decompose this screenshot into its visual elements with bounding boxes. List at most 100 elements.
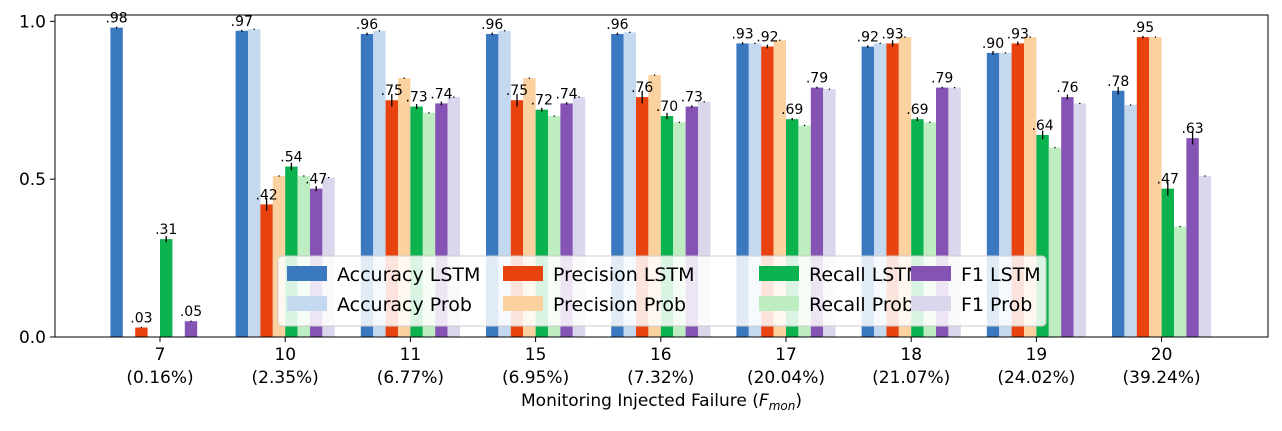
data-label: .69: [781, 102, 803, 118]
bar: [1198, 176, 1212, 337]
data-label: .79: [931, 71, 953, 87]
bar: [1136, 37, 1150, 338]
legend-swatch: [503, 266, 543, 281]
x-axis: 7 (0.16%) 10 (2.35%) 11 (6.77%) 15 (6.95%) 16 (7.…: [126, 337, 1201, 388]
data-label: .75: [381, 83, 403, 99]
data-label: .79: [806, 71, 828, 87]
legend-swatch: [759, 296, 799, 311]
bar: [1161, 188, 1174, 337]
bar: [235, 30, 248, 338]
error-bars-layer: [115, 26, 1206, 329]
bar: [1174, 226, 1187, 337]
data-label: .97: [231, 14, 253, 30]
data-label: .69: [906, 102, 928, 118]
y-axis: 0.0 0.5 1.0: [19, 12, 55, 348]
data-label: .54: [280, 150, 302, 166]
bar: [1061, 97, 1074, 337]
legend-label: Precision LSTM: [553, 264, 694, 286]
x-tick-sublabel: (20.04%): [747, 368, 825, 388]
bar: [135, 327, 148, 337]
x-tick-sublabel: (7.32%): [627, 368, 694, 388]
data-label: .93: [1007, 26, 1029, 42]
legend-label: Accuracy Prob: [337, 294, 472, 316]
x-tick-sublabel: (6.95%): [502, 368, 569, 388]
data-label: .78: [1107, 74, 1129, 90]
legend-swatch: [911, 296, 951, 311]
bar: [248, 29, 261, 338]
plot-frame: [54, 14, 1269, 338]
x-tick-label: 17: [775, 345, 797, 365]
data-label: .96: [356, 17, 378, 33]
data-label: .74: [430, 86, 452, 102]
data-label: .72: [531, 93, 553, 109]
data-label: .47: [1157, 172, 1179, 188]
x-tick-label: 16: [650, 345, 672, 365]
x-tick-sublabel: (39.24%): [1123, 368, 1201, 388]
x-tick-label: 11: [400, 345, 422, 365]
bar: [110, 27, 123, 338]
y-tick-label: 0.0: [19, 328, 46, 348]
legend-label: Recall Prob: [809, 294, 914, 316]
bar: [1124, 104, 1137, 338]
data-label: .74: [555, 86, 577, 102]
bar: [160, 239, 173, 337]
x-tick-label: 7: [155, 345, 166, 365]
data-label: .75: [506, 83, 528, 99]
x-tick-label: 19: [1026, 345, 1048, 365]
y-tick-label: 0.5: [19, 170, 46, 190]
data-label: .90: [982, 36, 1004, 52]
data-label: .76: [631, 80, 653, 96]
x-tick-label: 10: [274, 345, 296, 365]
x-axis-title: Monitoring Injected Failure (Fmon): [521, 391, 802, 413]
x-tick-sublabel: (21.07%): [872, 368, 950, 388]
data-label: .93: [881, 26, 903, 42]
legend-label: Recall LSTM: [809, 264, 922, 286]
x-axis-title-main: Monitoring Injected Failure (: [521, 391, 759, 411]
data-label: .63: [1181, 121, 1203, 137]
bar: [260, 204, 273, 337]
data-label: .73: [405, 90, 427, 106]
bar: [1048, 147, 1062, 337]
data-label: .76: [1056, 80, 1078, 96]
legend-label: Accuracy LSTM: [337, 264, 480, 286]
data-label: .31: [155, 222, 177, 238]
bar: [184, 321, 198, 337]
data-labels-layer: .98.03.31.05.97.42.54.47.96.75.73.74.96.…: [105, 11, 1203, 327]
data-label: .93: [731, 26, 753, 42]
x-tick-label: 15: [525, 345, 547, 365]
legend-box: [277, 255, 1047, 327]
data-label: .03: [130, 311, 152, 327]
legend-swatch: [911, 266, 951, 281]
data-label: .70: [656, 99, 678, 115]
x-tick-label: 18: [900, 345, 922, 365]
data-label: .96: [481, 17, 503, 33]
data-label: .95: [1132, 20, 1154, 36]
bar: [1073, 103, 1086, 338]
data-label: .64: [1031, 118, 1053, 134]
data-label: .73: [681, 90, 703, 106]
data-label: .96: [606, 17, 628, 33]
legend-swatch: [503, 296, 543, 311]
bar: [1149, 37, 1162, 338]
data-label: .98: [105, 11, 127, 27]
legend: Accuracy LSTM Accuracy Prob Precision LSTM…: [277, 255, 1047, 327]
bar: [1112, 90, 1125, 337]
legend-swatch: [759, 266, 799, 281]
x-tick-sublabel: (0.16%): [126, 368, 193, 388]
data-label: .42: [255, 187, 277, 203]
x-tick-sublabel: (6.77%): [377, 368, 444, 388]
x-axis-title-sub: mon: [769, 399, 796, 413]
data-label: .47: [305, 172, 327, 188]
bar: [1186, 138, 1199, 337]
legend-label: F1 Prob: [961, 294, 1032, 316]
x-axis-title-end: ): [795, 391, 802, 411]
y-tick-label: 1.0: [19, 12, 46, 32]
legend-swatch: [287, 296, 327, 311]
data-label: .92: [857, 30, 879, 46]
data-label: .92: [756, 30, 778, 46]
data-label: .05: [180, 304, 202, 320]
x-tick-sublabel: (2.35%): [252, 368, 319, 388]
x-tick-sublabel: (24.02%): [997, 368, 1075, 388]
x-axis-title-var: F: [759, 391, 769, 411]
